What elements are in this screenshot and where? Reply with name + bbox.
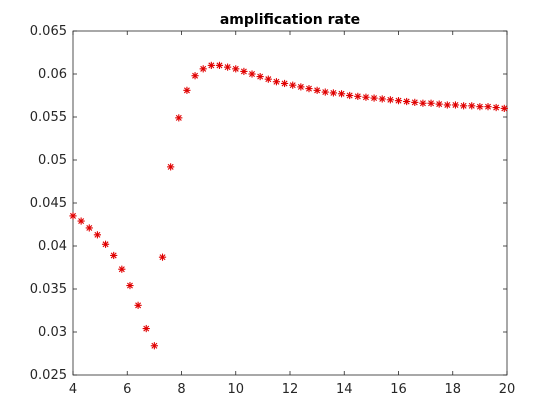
data-point xyxy=(337,90,346,98)
data-point xyxy=(370,94,378,102)
x-tick-label: 12 xyxy=(282,382,299,397)
data-point xyxy=(460,102,468,110)
data-point xyxy=(232,65,240,73)
data-point xyxy=(175,114,183,122)
data-point xyxy=(77,217,85,225)
data-point xyxy=(354,92,362,100)
x-tick-label: 18 xyxy=(444,382,461,397)
data-point xyxy=(280,79,289,88)
x-tick-label: 20 xyxy=(499,382,516,397)
x-axis: 4 6 8 10 12 14 16 18 20 xyxy=(69,31,515,397)
x-tick-label: 6 xyxy=(123,382,131,397)
data-point xyxy=(256,72,264,81)
data-point xyxy=(126,281,134,290)
plot-area xyxy=(72,30,508,376)
x-tick-label: 16 xyxy=(390,382,407,397)
data-point xyxy=(419,99,427,107)
data-point xyxy=(313,86,321,94)
data-point xyxy=(403,97,411,106)
data-point xyxy=(264,75,272,83)
data-point xyxy=(411,98,419,106)
data-point xyxy=(118,265,126,273)
x-tick-label: 10 xyxy=(227,382,244,397)
data-point xyxy=(378,95,386,103)
y-tick-label: 0.055 xyxy=(30,110,67,125)
data-point xyxy=(272,78,281,86)
data-point xyxy=(85,224,93,232)
data-point xyxy=(199,65,207,73)
data-point xyxy=(289,81,297,89)
x-tick-label: 8 xyxy=(177,382,185,397)
data-point xyxy=(346,91,354,100)
data-point xyxy=(207,61,215,69)
data-point xyxy=(443,101,451,109)
x-tick-label: 14 xyxy=(336,382,353,397)
data-point xyxy=(183,86,191,94)
data-point xyxy=(142,324,150,333)
data-point xyxy=(451,101,460,109)
data-point xyxy=(386,96,394,104)
data-point xyxy=(468,102,476,110)
y-tick-label: 0.045 xyxy=(30,196,67,211)
data-point xyxy=(305,85,313,93)
y-tick-label: 0.065 xyxy=(30,24,67,39)
data-point xyxy=(476,103,484,111)
data-point xyxy=(297,83,305,91)
y-tick-label: 0.04 xyxy=(38,239,67,254)
data-point xyxy=(435,100,443,108)
data-point xyxy=(110,251,118,260)
data-point xyxy=(93,231,102,239)
data-point xyxy=(158,253,167,261)
data-point xyxy=(484,103,492,111)
data-point xyxy=(329,89,337,97)
data-point xyxy=(492,103,500,112)
data-points xyxy=(69,61,508,350)
data-point xyxy=(167,163,175,171)
y-tick-label: 0.025 xyxy=(30,368,67,383)
data-point xyxy=(321,88,329,96)
y-tick-label: 0.03 xyxy=(38,325,67,340)
data-point xyxy=(394,97,403,105)
y-tick-label: 0.05 xyxy=(38,153,67,168)
data-point xyxy=(134,301,142,309)
data-point xyxy=(362,93,370,101)
y-tick-label: 0.035 xyxy=(30,282,67,297)
data-point xyxy=(150,342,158,350)
chart-title: amplification rate xyxy=(220,12,360,28)
y-axis: 0.025 0.03 0.035 0.04 0.045 0.05 0.055 0.06 0.06… xyxy=(30,24,507,383)
data-point xyxy=(215,61,224,69)
data-point xyxy=(224,63,232,71)
data-point xyxy=(101,240,110,248)
data-point xyxy=(191,72,199,80)
y-tick-label: 0.06 xyxy=(38,67,67,82)
data-point xyxy=(500,104,508,112)
x-tick-label: 4 xyxy=(69,382,77,397)
data-point xyxy=(240,67,248,76)
data-point xyxy=(69,212,77,220)
data-point xyxy=(248,70,256,78)
data-point xyxy=(427,99,435,107)
